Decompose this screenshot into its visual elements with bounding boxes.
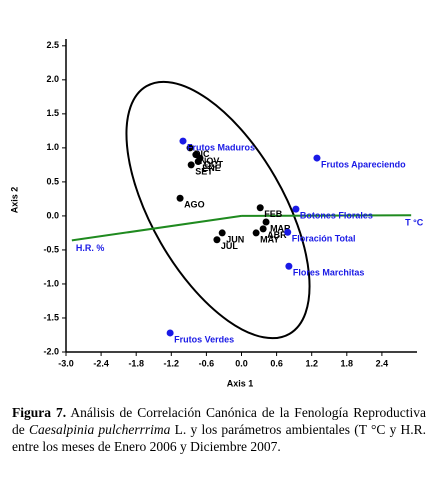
x-tick-label: -0.6	[199, 358, 215, 368]
y-tick-label: -2.0	[43, 346, 59, 356]
loading-label: Floración Total	[292, 234, 356, 244]
month-label: ENE	[202, 163, 221, 173]
month-point	[256, 204, 264, 212]
month-label: ABR	[267, 230, 287, 240]
y-tick-label: 2.0	[46, 74, 59, 84]
month-label: SET	[195, 166, 213, 176]
month-point	[218, 229, 226, 237]
month-label: AGO	[184, 200, 205, 210]
x-tick-label: -1.8	[128, 358, 144, 368]
loading-label: Frutos Maduros	[187, 142, 255, 152]
y-tick-label: -1.5	[43, 312, 59, 322]
vector-label: H.R. %	[76, 243, 105, 253]
loading-label: Frutos Verdes	[174, 334, 234, 344]
y-tick-label: 2.5	[46, 40, 59, 50]
month-point	[262, 218, 270, 226]
vector-label: T °C	[405, 218, 424, 228]
loading-point	[292, 205, 300, 213]
vector	[71, 214, 242, 242]
y-tick-label: -1.0	[43, 278, 59, 288]
y-tick-label: 0.0	[46, 210, 59, 220]
caption-text: L. y los parámetros ambientales (T °C y …	[12, 422, 427, 454]
x-tick-label: 1.8	[341, 358, 354, 368]
x-tick-label: -1.2	[164, 358, 180, 368]
month-point	[252, 229, 260, 237]
month-label: MAY	[260, 234, 279, 244]
caption-text: Análisis de Correlación Canónica de la F…	[12, 405, 426, 437]
loading-label: Botones Florales	[300, 210, 373, 220]
caption-species: Caesalpinia pulcherrrima	[28, 422, 171, 437]
vector	[241, 214, 412, 217]
month-point	[194, 157, 202, 165]
loading-point	[284, 228, 292, 236]
loading-point	[285, 262, 293, 270]
y-tick-label: -0.5	[43, 244, 59, 254]
x-tick-label: 0.0	[235, 358, 248, 368]
month-label: MAR	[270, 223, 291, 233]
month-point	[187, 161, 195, 169]
month-label: DIC	[194, 149, 210, 159]
y-tick-label: 0.5	[46, 176, 59, 186]
caption: Figura 7. Análisis de Correlación Canóni…	[12, 404, 426, 455]
month-label: JUL	[221, 241, 239, 251]
month-label: JUN	[226, 234, 244, 244]
x-tick-label: -2.4	[93, 358, 109, 368]
y-tick-label: 1.0	[46, 142, 59, 152]
month-point	[259, 225, 267, 233]
confidence-ellipse	[125, 80, 311, 340]
month-label: FEB	[264, 209, 283, 219]
x-tick-label: 0.6	[270, 358, 283, 368]
month-point	[176, 194, 184, 202]
y-axis-title: Axis 2	[9, 187, 19, 214]
x-tick-label: 2.4	[376, 358, 389, 368]
x-axis-title: Axis 1	[227, 378, 254, 388]
loading-point	[179, 137, 187, 145]
month-label: NOV	[200, 156, 220, 166]
month-point	[213, 236, 221, 244]
loading-label: Flores Marchitas	[293, 268, 365, 278]
chart: Axis 1 Axis 2 -3.0 -2.4 -1.8 -1.2 -0.6 0.0 0.6…	[9, 39, 424, 388]
loading-point	[313, 154, 321, 162]
y-tick-label: 1.5	[46, 108, 59, 118]
loading-point	[166, 329, 174, 337]
x-tick-label: -3.0	[58, 358, 74, 368]
month-label: OCT	[204, 159, 224, 169]
caption-label: Figura 7.	[12, 405, 67, 420]
loading-label: Frutos Apareciendo	[321, 159, 406, 169]
month-point	[186, 144, 194, 152]
x-tick-label: 1.2	[305, 358, 318, 368]
